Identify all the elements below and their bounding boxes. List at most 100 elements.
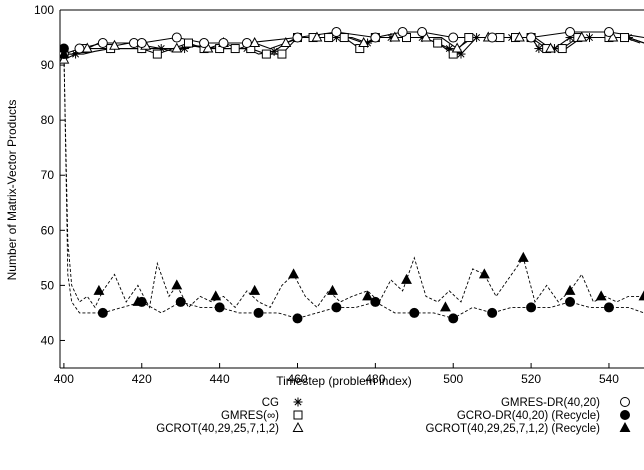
data-point-gcrot-40-29-25-7-1-2 [202, 42, 214, 53]
legend-marker-cg [293, 397, 303, 407]
data-point-gcro-dr-40-20-recycle [214, 302, 225, 313]
x-tick-label: 400 [54, 372, 74, 386]
data-point-gcrot-40-29-25-7-1-2-recycle [60, 48, 70, 59]
data-point-gcro-dr-40-20-recycle [526, 302, 537, 313]
data-point-gmres-dr-40-20 [526, 32, 537, 43]
data-point-gmres-inf [277, 49, 287, 59]
data-point-gmres-inf [183, 38, 193, 48]
legend-label-gcrot-40-29-25-7-1-2: GCROT(40,29,25,7,1,2) [156, 423, 279, 435]
data-point-gcro-dr-40-20-recycle [487, 307, 498, 318]
data-point-gcro-dr-40-20-recycle [603, 302, 614, 313]
data-point-gcrot-40-29-25-7-1-2-recycle [362, 290, 374, 301]
data-point-gcrot-40-29-25-7-1-2 [607, 31, 619, 42]
legend-label-gmres-inf: GMRES(∞) [221, 410, 279, 422]
data-point-gcrot-40-29-25-7-1-2 [451, 42, 463, 53]
data-point-gmres-inf [261, 49, 271, 59]
data-point-gmres-inf [620, 33, 630, 43]
data-point-gmres-dr-40-20 [171, 32, 182, 43]
data-point-gmres-inf [557, 44, 567, 54]
data-point-gcrot-40-29-25-7-1-2-recycle [288, 268, 300, 279]
data-point-gcrot-40-29-25-7-1-2-recycle [249, 284, 261, 295]
data-point-gcrot-40-29-25-7-1-2-recycle [440, 301, 451, 312]
data-point-cg [472, 33, 482, 43]
data-point-gmres-dr-40-20 [603, 27, 614, 38]
x-tick-label: 480 [365, 372, 385, 386]
series-markers [60, 27, 644, 324]
data-point-gcro-dr-40-20-recycle [331, 302, 342, 313]
data-point-gmres-dr-40-20 [331, 27, 342, 38]
y-tick-label: 60 [41, 223, 55, 237]
data-point-gcrot-40-29-25-7-1-2-recycle [327, 284, 338, 295]
data-point-gmres-dr-40-20 [417, 27, 428, 38]
y-tick-label: 90 [41, 58, 55, 72]
data-point-gcro-dr-40-20-recycle [292, 313, 303, 324]
legend-label-cg: CG [262, 397, 279, 409]
data-point-gcrot-40-29-25-7-1-2-recycle [478, 268, 490, 279]
data-point-gcrot-40-29-25-7-1-2 [171, 42, 183, 53]
data-point-gcrot-40-29-25-7-1-2-recycle [93, 284, 105, 295]
data-point-gcrot-40-29-25-7-1-2 [545, 42, 556, 53]
data-point-gmres-inf [230, 44, 240, 54]
data-point-gmres-dr-40-20 [74, 43, 85, 54]
y-axis-ticks: 40 50 60 70 80 90 100 [34, 3, 65, 347]
y-tick-label: 80 [41, 113, 55, 127]
data-point-gmres-dr-40-20 [448, 32, 459, 43]
data-point-gcro-dr-40-20-recycle [175, 296, 186, 307]
data-point-cg [269, 46, 279, 56]
data-point-gcro-dr-40-20-recycle [97, 307, 108, 318]
data-point-gmres-dr-40-20 [292, 32, 303, 43]
data-point-gcrot-40-29-25-7-1-2-recycle [210, 290, 222, 301]
data-point-gcrot-40-29-25-7-1-2 [576, 31, 588, 42]
data-point-gmres-dr-40-20 [97, 38, 108, 49]
data-point-gmres-inf [464, 33, 474, 43]
data-point-gcrot-40-29-25-7-1-2 [358, 36, 370, 48]
data-point-gcrot-40-29-25-7-1-2-recycle [638, 290, 644, 301]
data-point-gmres-inf [324, 33, 334, 43]
series-line-gcro-dr-40-20-recycle [63, 48, 644, 319]
x-tick-label: 460 [287, 372, 307, 386]
y-tick-label: 50 [41, 278, 55, 292]
data-point-gcrot-40-29-25-7-1-2 [249, 36, 261, 48]
data-point-gmres-dr-40-20 [218, 38, 229, 49]
data-point-gmres-inf [339, 33, 349, 43]
data-point-gcro-dr-40-20-recycle [370, 296, 381, 307]
x-tick-label: 500 [443, 372, 463, 386]
data-point-gmres-dr-40-20 [370, 32, 381, 43]
data-point-gmres-dr-40-20 [565, 27, 576, 38]
y-tick-label: 100 [34, 3, 54, 17]
legend-label-gcrot-40-29-25-7-1-2-recycle: GCROT(40,29,25,7,1,2) (Recycle) [426, 423, 601, 435]
data-point-gcrot-40-29-25-7-1-2-recycle [595, 290, 607, 301]
data-point-gmres-dr-40-20 [397, 27, 408, 38]
data-point-gmres-dr-40-20 [136, 38, 147, 49]
series-lines [63, 31, 644, 319]
x-tick-label: 520 [521, 372, 541, 386]
data-point-gcrot-40-29-25-7-1-2 [280, 36, 292, 48]
data-point-gcro-dr-40-20-recycle [409, 307, 420, 318]
data-point-cg [534, 44, 544, 54]
legend-marker-gmres-inf [293, 410, 303, 420]
data-point-gcrot-40-29-25-7-1-2 [311, 31, 323, 42]
legend-label-gmres-dr-40-20: GMRES-DR(40,20) [501, 397, 600, 409]
data-point-gmres-dr-40-20 [199, 38, 210, 49]
data-point-gcrot-40-29-25-7-1-2 [109, 39, 120, 50]
legend-marker-gcro-dr-40-20-recycle [620, 410, 630, 420]
x-axis-ticks: 400 420 440 460 480 500 520 540 [54, 363, 619, 386]
data-point-gcro-dr-40-20-recycle [448, 313, 459, 324]
legend-marker-gcrot-40-29-25-7-1-2-recycle [619, 421, 631, 432]
data-point-gcrot-40-29-25-7-1-2 [389, 31, 401, 42]
data-point-gcrot-40-29-25-7-1-2-recycle [171, 279, 183, 290]
data-point-gcrot-40-29-25-7-1-2 [513, 31, 525, 42]
x-tick-label: 440 [210, 372, 230, 386]
data-point-gmres-dr-40-20 [487, 32, 498, 43]
data-point-gcrot-40-29-25-7-1-2-recycle [564, 284, 576, 295]
data-point-cg [584, 33, 594, 43]
y-tick-label: 70 [41, 168, 55, 182]
series-line-gcrot-40-29-25-7-1-2-recycle [63, 54, 644, 309]
data-point-gcro-dr-40-20-recycle [253, 307, 264, 318]
y-tick-label: 40 [41, 333, 55, 347]
legend-marker-gmres-dr-40-20 [620, 397, 630, 407]
data-point-gmres-dr-40-20 [241, 38, 252, 49]
data-point-gcrot-40-29-25-7-1-2 [81, 42, 93, 53]
